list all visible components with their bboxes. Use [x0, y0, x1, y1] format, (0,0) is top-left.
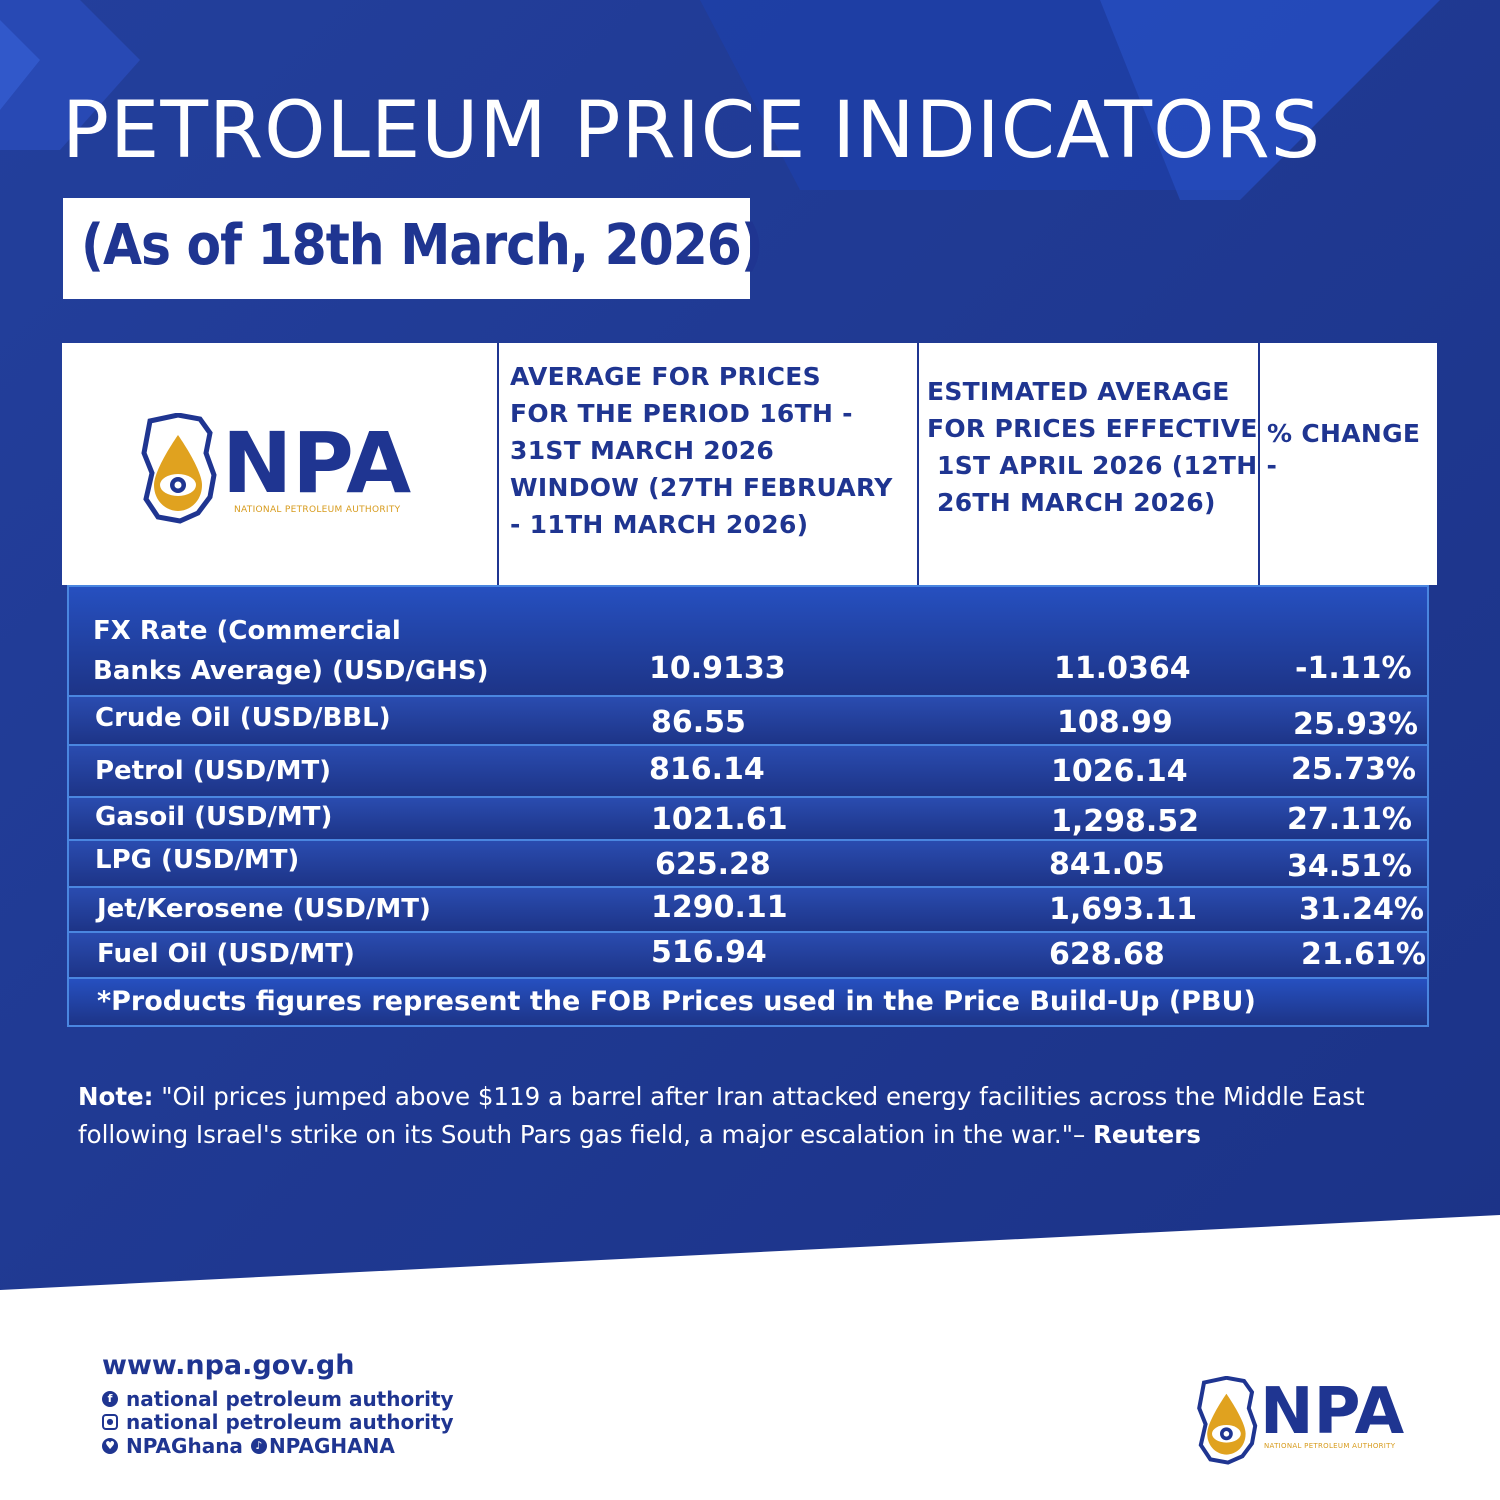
- table-row: Fuel Oil (USD/MT) 516.94 628.68 21.61%: [69, 933, 1427, 979]
- average-value: 10.9133: [649, 651, 786, 686]
- estimated-value: 1026.14: [1051, 754, 1188, 789]
- table-row: LPG (USD/MT) 625.28 841.05 34.51%: [69, 841, 1427, 888]
- average-value: 86.55: [651, 705, 746, 740]
- estimated-value: 108.99: [1057, 705, 1173, 740]
- note: Note: "Oil prices jumped above $119 a ba…: [78, 1078, 1438, 1154]
- table-footnote-row: *Products figures represent the FOB Pric…: [69, 979, 1427, 1025]
- twitter-icon: ♥: [102, 1438, 118, 1454]
- row-label: Jet/Kerosene (USD/MT): [97, 894, 431, 924]
- average-value: 625.28: [655, 847, 771, 882]
- website-link[interactable]: www.npa.gov.gh: [102, 1350, 355, 1381]
- header-estimated: ESTIMATED AVERAGE FOR PRICES EFFECTIVE 1…: [927, 377, 1278, 517]
- table-footnote: *Products figures represent the FOB Pric…: [97, 986, 1256, 1017]
- estimated-value: 1,298.52: [1051, 804, 1200, 839]
- header-divider: [917, 343, 919, 585]
- table-row: FX Rate (Commercial Banks Average) (USD/…: [69, 587, 1427, 697]
- row-label: Petrol (USD/MT): [95, 756, 332, 786]
- average-value: 1021.61: [651, 802, 788, 837]
- logo-initials: NPA: [1260, 1375, 1405, 1449]
- table-row: Jet/Kerosene (USD/MT) 1290.11 1,693.11 3…: [69, 888, 1427, 933]
- estimated-value: 11.0364: [1054, 651, 1191, 686]
- average-value: 516.94: [651, 935, 767, 970]
- page-title: PETROLEUM PRICE INDICATORS: [62, 86, 1322, 176]
- change-value: -1.11%: [1295, 651, 1412, 686]
- average-value: 816.14: [649, 752, 765, 787]
- change-value: 31.24%: [1299, 892, 1424, 927]
- row-label: Gasoil (USD/MT): [95, 802, 333, 832]
- facebook-icon: f: [102, 1391, 118, 1407]
- npa-logo: NPA NATIONAL PETROLEUM AUTHORITY: [140, 413, 440, 524]
- note-label: Note:: [78, 1082, 154, 1111]
- ghana-map-drop-icon: [1197, 1376, 1258, 1465]
- header-change: % CHANGE: [1267, 419, 1421, 448]
- ghana-map-drop-icon: [141, 413, 217, 524]
- note-source: Reuters: [1093, 1120, 1201, 1149]
- instagram-icon: ●: [102, 1414, 118, 1430]
- header-divider: [497, 343, 499, 585]
- estimated-value: 841.05: [1049, 847, 1165, 882]
- row-label: LPG (USD/MT): [95, 845, 300, 875]
- facebook-link[interactable]: f national petroleum authority: [102, 1387, 454, 1411]
- logo-name: NATIONAL PETROLEUM AUTHORITY: [234, 505, 401, 515]
- subtitle-box: (As of 18th March, 2026): [63, 198, 764, 299]
- twitter-link[interactable]: NPAGhana: [126, 1434, 243, 1458]
- estimated-value: 1,693.11: [1049, 892, 1198, 927]
- change-value: 27.11%: [1287, 802, 1412, 837]
- header-average: AVERAGE FOR PRICES FOR THE PERIOD 16TH -…: [510, 362, 893, 539]
- change-value: 25.93%: [1293, 707, 1418, 742]
- social-handles: ♥ NPAGhana ♪ NPAGHANA: [102, 1434, 395, 1458]
- table-header: NPA NATIONAL PETROLEUM AUTHORITY AVERAGE…: [62, 343, 1437, 585]
- header-divider: [1258, 343, 1260, 585]
- average-value: 1290.11: [651, 890, 788, 925]
- change-value: 25.73%: [1291, 752, 1416, 787]
- table-row: Gasoil (USD/MT) 1021.61 1,298.52 27.11%: [69, 798, 1427, 841]
- tiktok-link[interactable]: NPAGHANA: [268, 1434, 395, 1458]
- table-row: Petrol (USD/MT) 816.14 1026.14 25.73%: [69, 746, 1427, 798]
- table-body: FX Rate (Commercial Banks Average) (USD/…: [67, 585, 1429, 1027]
- note-text: "Oil prices jumped above $119 a barrel a…: [78, 1082, 1365, 1149]
- page-subtitle: (As of 18th March, 2026): [81, 213, 764, 278]
- estimated-value: 628.68: [1049, 937, 1165, 972]
- tiktok-icon: ♪: [250, 1438, 267, 1454]
- logo-initials: NPA: [222, 414, 412, 512]
- change-value: 21.61%: [1301, 937, 1426, 972]
- row-label: FX Rate (Commercial Banks Average) (USD/…: [93, 616, 489, 686]
- row-label: Fuel Oil (USD/MT): [97, 939, 355, 969]
- npa-logo-footer: NPA NATIONAL PETROLEUM AUTHORITY: [1196, 1376, 1416, 1476]
- logo-name: NATIONAL PETROLEUM AUTHORITY: [1264, 1442, 1396, 1450]
- row-label: Crude Oil (USD/BBL): [95, 703, 391, 733]
- change-value: 34.51%: [1287, 849, 1412, 884]
- instagram-link[interactable]: ● national petroleum authority: [102, 1410, 454, 1434]
- table-row: Crude Oil (USD/BBL) 86.55 108.99 25.93%: [69, 697, 1427, 746]
